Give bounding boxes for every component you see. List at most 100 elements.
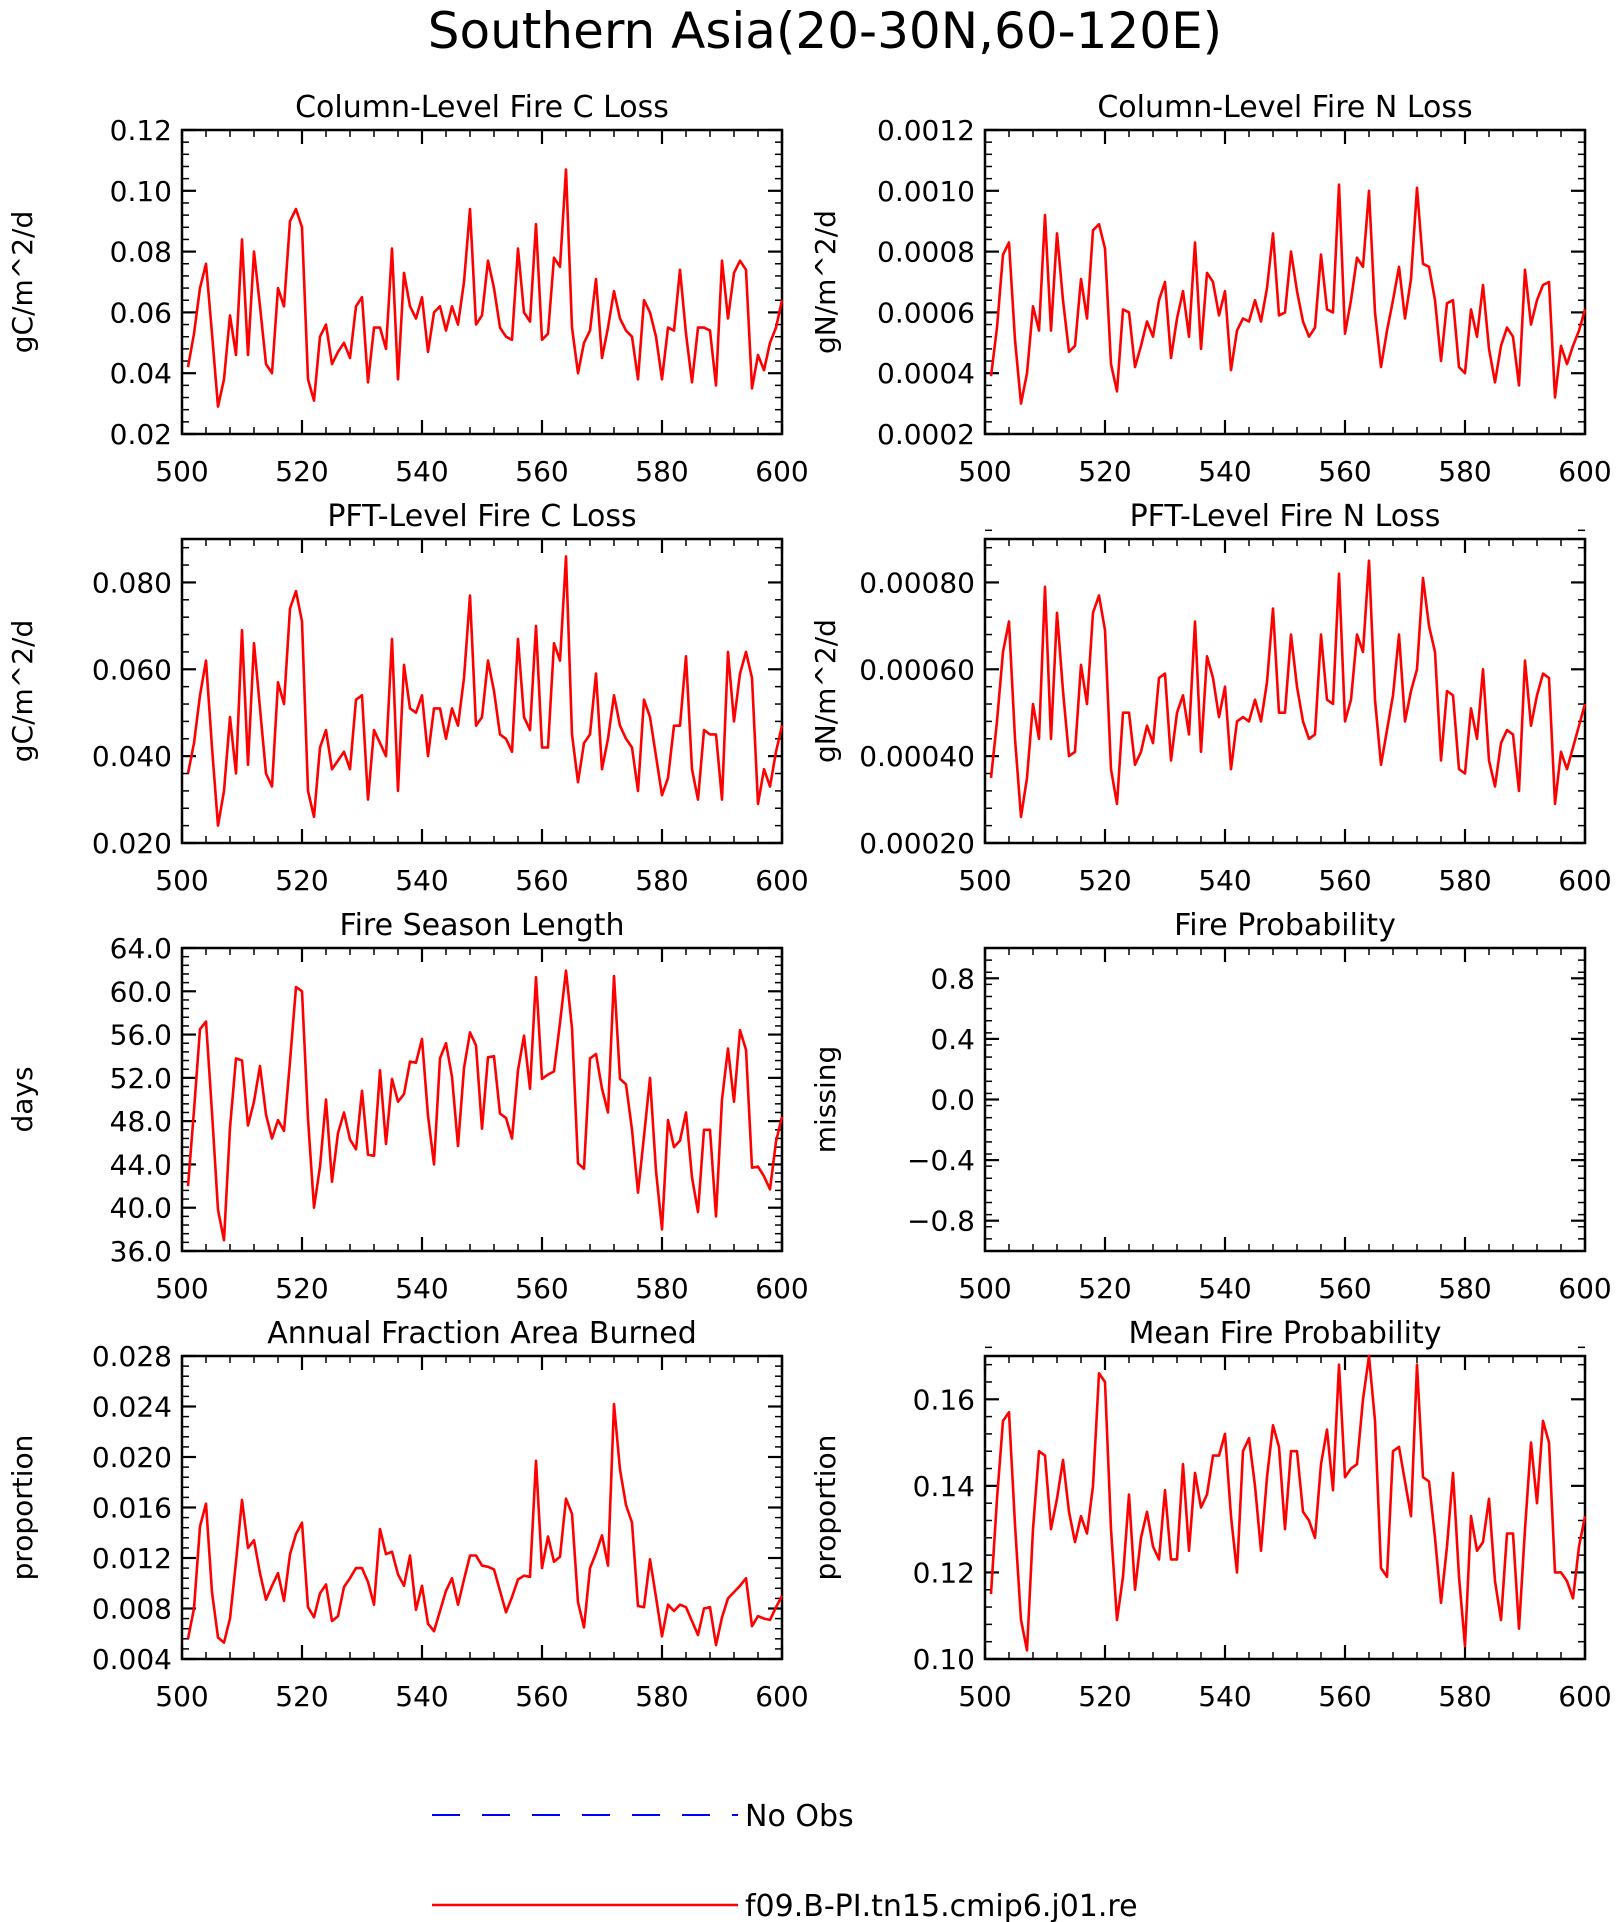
panel-title: Fire Probability [1174,908,1396,943]
x-tick-label: 580 [635,864,688,897]
x-tick-label: 540 [1198,1272,1251,1305]
x-tick-label: 580 [635,1272,688,1305]
y-tick-label: 0.020 [92,827,172,860]
x-tick-label: 600 [1558,1272,1611,1305]
y-tick-label: 0.008 [92,1593,172,1626]
y-tick-label: 0.8 [930,962,975,995]
y-tick-label: 0.004 [92,1643,172,1676]
x-tick-label: 560 [1318,455,1371,488]
chart-panels: 500 520 540 560 580 600 0.02 0.04 0.06 0.08 0.10 0.… [6,90,1612,1713]
y-tick-label: 0.020 [92,1441,172,1474]
x-tick-label: 520 [275,864,328,897]
y-tick-label: 0.0004 [877,357,975,390]
x-tick-label: 500 [155,864,208,897]
panel-title: Mean Fire Probability [1129,1316,1442,1351]
y-tick-label: 64.0 [110,932,172,965]
y-axis-label: missing [809,1046,842,1154]
x-tick-label: 560 [1318,1272,1371,1305]
x-tick-label: 520 [275,455,328,488]
legend: No Obs f09.B-PI.tn15.cmip6.j01.re [432,1799,1138,1922]
y-tick-label: 0.0008 [877,236,975,269]
x-tick-label: 500 [155,455,208,488]
y-tick-label: 0.00080 [859,566,975,599]
x-tick-label: 540 [395,1272,448,1305]
y-tick-label: 0.040 [92,740,172,773]
series-line [186,555,784,827]
plot-frame [983,128,1587,436]
x-tick-label: 600 [1558,1680,1611,1713]
y-tick-label: 0.080 [92,566,172,599]
plot-frame [180,946,784,1253]
y-tick-label: 0.00060 [859,653,975,686]
x-tick-label: 500 [155,1272,208,1305]
y-tick-label: 0.0010 [877,175,975,208]
x-tick-label: 600 [1558,864,1611,897]
plot-frame [983,1354,1587,1661]
x-tick-label: 600 [755,864,808,897]
y-tick-label: 36.0 [110,1235,172,1268]
y-tick-label: 0.12 [110,114,172,147]
chart-panel-1: 500 520 540 560 580 600 0.02 0.04 0.06 0.08 0.10 0.… [6,90,809,488]
x-tick-label: 500 [958,455,1011,488]
x-tick-label: 560 [1318,1680,1371,1713]
y-tick-label: 0.4 [930,1023,975,1056]
y-axis-label: proportion [809,1435,842,1581]
x-tick-label: 560 [1318,864,1371,897]
x-tick-label: 600 [755,1680,808,1713]
plot-frame [983,537,1587,845]
series-line [989,1354,1587,1652]
y-tick-label: 44.0 [110,1148,172,1181]
y-axis-label: gC/m^2/d [6,211,39,354]
x-tick-label: 600 [755,1272,808,1305]
y-tick-label: 0.0 [930,1084,975,1117]
panel-title: Column-Level Fire N Loss [1097,90,1472,125]
chart-panel-6: 500 520 540 560 580 600 −0.8 −0.4 0.0 0.4 0.8 Fire … [809,908,1612,1305]
y-tick-label: 0.08 [110,236,172,269]
y-axis-label: gC/m^2/d [6,620,39,763]
y-tick-label: 0.0006 [877,296,975,329]
x-tick-label: 520 [275,1680,328,1713]
y-tick-label: 0.06 [110,296,172,329]
x-tick-label: 560 [515,455,568,488]
x-tick-label: 520 [1078,1680,1131,1713]
x-tick-label: 580 [1438,864,1491,897]
y-tick-label: 0.12 [913,1556,975,1589]
y-tick-label: −0.8 [907,1205,975,1238]
y-tick-label: 0.00040 [859,740,975,773]
series-line [186,1402,784,1647]
y-tick-label: 0.10 [913,1643,975,1676]
legend-label-no-obs: No Obs [745,1799,854,1834]
plot-frame [180,537,784,845]
plot-frame [180,128,784,436]
chart-panel-3: 500 520 540 560 580 600 0.020 0.040 0.060 0.080 PF… [6,499,809,897]
x-tick-label: 500 [155,1680,208,1713]
series-line [989,559,1587,819]
legend-label-model: f09.B-PI.tn15.cmip6.j01.re [745,1889,1138,1922]
y-axis-label: gN/m^2/d [809,619,842,763]
panel-title: PFT-Level Fire N Loss [1130,499,1441,534]
panel-title: Column-Level Fire C Loss [295,90,669,125]
y-tick-label: 0.0012 [877,114,975,147]
y-tick-label: 0.04 [110,357,172,390]
chart-panel-8: 500 520 540 560 580 600 0.10 0.12 0.14 0.16 Mean F… [809,1316,1612,1713]
y-tick-label: 0.016 [92,1492,172,1525]
panel-title: PFT-Level Fire C Loss [327,499,636,534]
y-tick-label: −0.4 [907,1144,975,1177]
x-tick-label: 600 [755,455,808,488]
y-tick-label: 40.0 [110,1192,172,1225]
x-tick-label: 600 [1558,455,1611,488]
x-tick-label: 520 [275,1272,328,1305]
y-tick-label: 60.0 [110,975,172,1008]
y-tick-label: 0.00020 [859,827,975,860]
series-line [186,168,784,408]
plot-frame [983,946,1587,1253]
chart-panel-7: 500 520 540 560 580 600 0.004 0.008 0.012 0.016 0.… [6,1316,809,1713]
panel-title: Annual Fraction Area Burned [267,1316,697,1351]
chart-panel-4: 500 520 540 560 580 600 0.00020 0.00040 0.00060 0… [809,499,1612,897]
x-tick-label: 540 [395,455,448,488]
x-tick-label: 520 [1078,1272,1131,1305]
y-tick-label: 48.0 [110,1105,172,1138]
y-tick-label: 0.060 [92,653,172,686]
y-tick-label: 0.012 [92,1542,172,1575]
